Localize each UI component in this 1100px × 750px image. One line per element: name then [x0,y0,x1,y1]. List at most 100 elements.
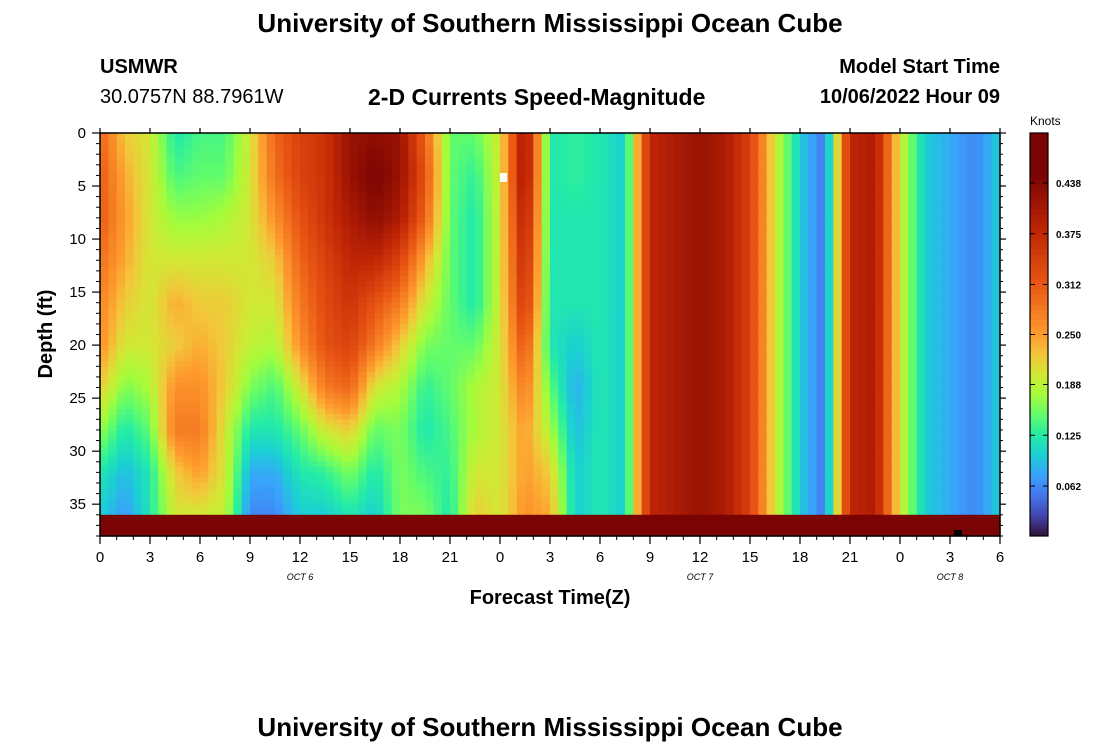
heatmap-cell [550,318,559,325]
heatmap-cell [133,196,143,203]
heatmap-cell [233,472,243,479]
heatmap-cell [100,408,109,415]
heatmap-cell [158,361,168,367]
heatmap-cell [341,451,351,458]
heatmap-cell [500,514,509,521]
heatmap-cell [500,435,509,442]
heatmap-cell [108,239,118,245]
heatmap-cell [433,148,443,155]
heatmap-cell [150,254,159,261]
heatmap-cell [550,339,559,346]
heatmap-cell [641,180,651,187]
heatmap-cell [575,249,584,256]
heatmap-cell [316,265,326,272]
heatmap-cell [466,429,476,436]
heatmap-cell [550,329,559,336]
heatmap-cell [225,212,234,219]
heatmap-cell [183,387,193,394]
heatmap-cell [183,191,193,198]
heatmap-cell [458,366,468,373]
heatmap-cell [208,201,218,208]
heatmap-cell [641,302,651,309]
heatmap-cell [333,366,343,373]
heatmap-cell [508,223,518,230]
heatmap-cell [166,265,176,272]
heatmap-cell [575,429,584,436]
heatmap-cell [158,520,168,526]
heatmap-cell [425,329,434,336]
heatmap-cell [475,414,484,420]
heatmap-cell [558,472,568,479]
heatmap-cell [125,461,134,468]
heatmap-cell [158,355,168,362]
heatmap-cell [108,276,118,283]
heatmap-cell [575,223,584,230]
heatmap-cell [100,345,109,352]
heatmap-cell [466,223,476,230]
heatmap-cell [600,382,609,389]
heatmap-cell [300,318,309,325]
heatmap-cell [483,398,493,405]
heatmap-cell [108,133,118,139]
heatmap-cell [358,461,368,468]
heatmap-cell [191,504,201,511]
heatmap-cell [383,313,393,320]
heatmap-cell [391,217,401,224]
heatmap-cell [483,456,493,463]
heatmap-cell [500,525,509,532]
heatmap-cell [366,270,376,277]
heatmap-cell [158,180,168,187]
heatmap-cell [266,217,276,224]
heatmap-cell [225,525,234,532]
heatmap-cell [141,196,151,203]
heatmap-cell [450,429,459,436]
heatmap-cell [616,525,626,532]
heatmap-cell [358,408,368,415]
heatmap-cell [208,371,218,378]
heatmap-cell [600,233,609,240]
heatmap-cell [316,133,326,139]
heatmap-cell [550,191,559,198]
heatmap-cell [258,254,268,261]
heatmap-cell [150,371,159,378]
heatmap-cell [141,286,151,293]
heatmap-cell [200,239,209,245]
heatmap-cell [375,148,384,155]
heatmap-cell [591,254,601,261]
heatmap-cell [283,504,293,511]
heatmap-cell [108,339,118,346]
heatmap-cell [166,148,176,155]
heatmap-cell [166,350,176,357]
heatmap-cell [216,217,226,224]
heatmap-cell [408,244,418,251]
heatmap-cell [483,334,493,341]
heatmap-cell [333,276,343,283]
heatmap-cell [408,212,418,219]
heatmap-cell [608,302,618,309]
heatmap-cell [500,297,509,304]
heatmap-cell [250,467,259,473]
heatmap-cell [175,302,184,309]
heatmap-cell [558,260,568,267]
heatmap-cell [283,212,293,219]
heatmap-cell [100,530,109,537]
heatmap-cell [591,477,601,484]
heatmap-cell [158,376,168,383]
heatmap-cell [575,154,584,161]
heatmap-cell [125,143,134,150]
heatmap-cell [416,482,426,489]
heatmap-cell [491,143,501,150]
heatmap-cell [408,302,418,309]
heatmap-cell [225,323,234,330]
heatmap-cell [191,514,201,521]
heatmap-cell [175,392,184,399]
heatmap-cell [358,477,368,484]
heatmap-cell [425,371,434,378]
heatmap-cell [166,504,176,511]
heatmap-cell [166,159,176,166]
heatmap-cell [241,164,251,171]
heatmap-cell [391,292,401,298]
heatmap-cell [441,329,451,336]
heatmap-cell [575,456,584,463]
heatmap-cell [216,276,226,283]
